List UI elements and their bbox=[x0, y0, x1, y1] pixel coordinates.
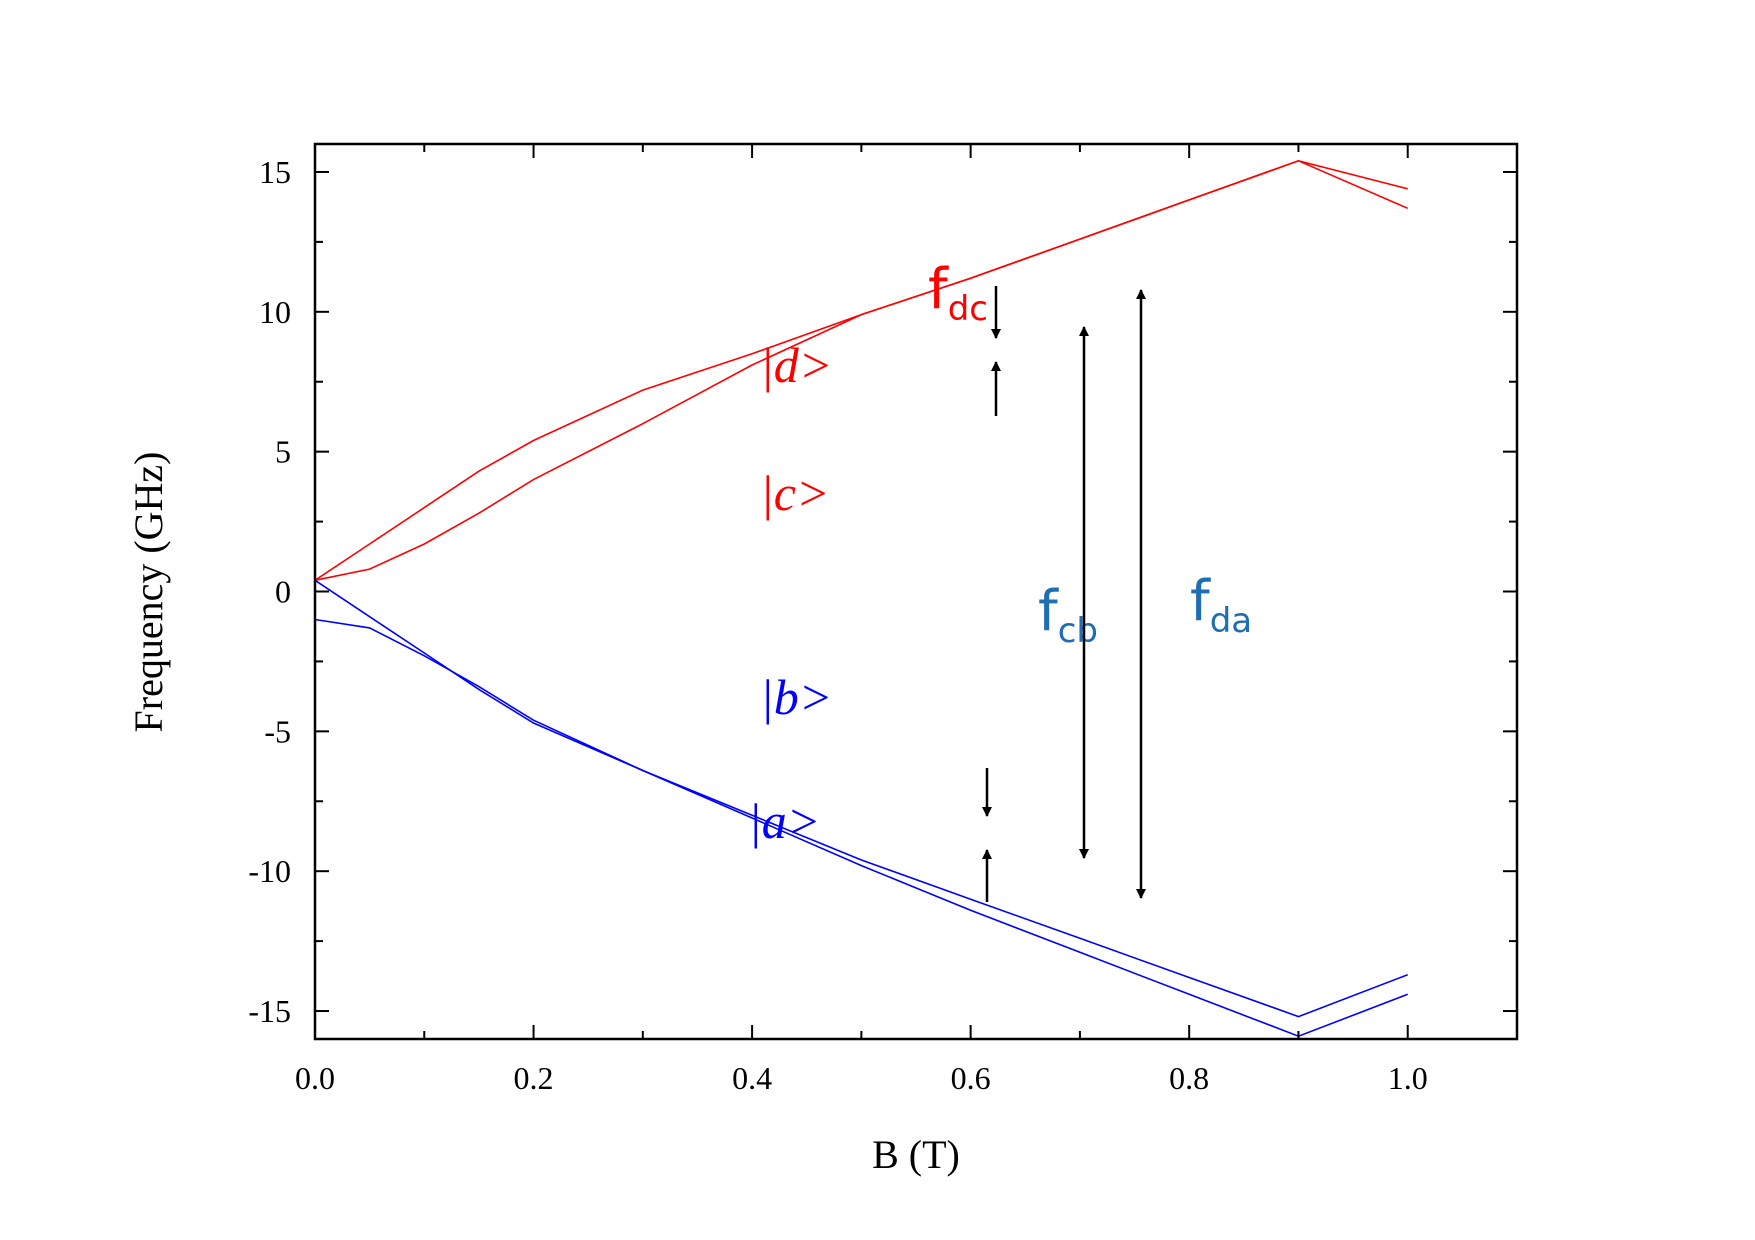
curves-group bbox=[314, 159, 1409, 1038]
y-axis-title: Frequency (GHz) bbox=[126, 452, 171, 733]
transition-label-fdc: fdc bbox=[928, 257, 988, 329]
x-tick-label: 0.8 bbox=[1169, 1060, 1209, 1096]
plot-frame bbox=[313, 142, 1519, 1041]
x-axis-ticks: 0.0 0.2 0.4 0.6 0.8 1.0 bbox=[295, 144, 1518, 1096]
y-tick-label: -15 bbox=[248, 993, 291, 1029]
state-label-c: |c> bbox=[760, 465, 830, 521]
x-tick-label: 0.6 bbox=[951, 1060, 991, 1096]
series-line-2 bbox=[314, 159, 1409, 582]
y-tick-label: -10 bbox=[248, 853, 291, 889]
x-axis-title: B (T) bbox=[872, 1132, 960, 1177]
transition-label-fda: fda bbox=[1190, 569, 1252, 641]
series-line-1 bbox=[314, 159, 1408, 581]
state-label-b: |b> bbox=[760, 669, 833, 725]
x-tick-label: 0.4 bbox=[732, 1060, 772, 1096]
x-tick-label: 0.2 bbox=[514, 1060, 554, 1096]
series-line-3 bbox=[314, 579, 1408, 1018]
series-line-4 bbox=[314, 618, 1408, 1038]
state-label-d: |d> bbox=[760, 337, 833, 393]
x-tick-label: 0.0 bbox=[295, 1060, 335, 1096]
y-tick-label: 0 bbox=[275, 574, 291, 610]
y-tick-label: 5 bbox=[275, 434, 291, 470]
y-tick-label: 15 bbox=[259, 154, 291, 190]
y-tick-label: -5 bbox=[264, 713, 291, 749]
y-axis-ticks: 15 10 5 0 -5 -10 -15 bbox=[248, 154, 1517, 1029]
x-tick-label: 1.0 bbox=[1388, 1060, 1428, 1096]
state-label-a: |a> bbox=[748, 793, 821, 849]
y-tick-label: 10 bbox=[259, 294, 291, 330]
transition-label-fcb: fcb bbox=[1038, 579, 1098, 651]
